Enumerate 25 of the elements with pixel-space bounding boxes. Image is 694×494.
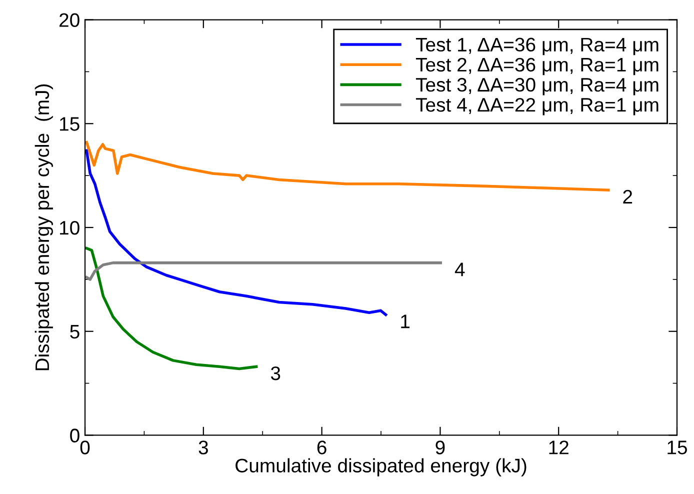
x-tick-label: 6 [317, 440, 326, 454]
x-tick-label: 12 [549, 440, 568, 454]
line-series [85, 140, 610, 192]
annotation: 1 [401, 314, 410, 328]
annotation: 4 [454, 262, 465, 276]
legend-label: Test 3, ΔA=30 μm, Ra=4 μm [416, 78, 658, 96]
x-tick-label: 3 [198, 440, 208, 454]
x-tick-label: 9 [436, 440, 445, 454]
annotation: 3 [270, 366, 280, 380]
y-tick-label: 0 [70, 428, 80, 442]
annotation: 2 [623, 190, 632, 204]
y-axis-title: Dissipated energy per cycle (mJ) [34, 84, 53, 370]
y-tick-label: 20 [60, 13, 80, 27]
line-series [85, 246, 258, 370]
legend-label: Test 1, ΔA=36 μm, Ra=4 μm [416, 38, 658, 56]
x-tick-label: 15 [668, 440, 687, 454]
line-series [85, 149, 388, 316]
x-axis-title: Cumulative dissipated energy (kJ) [236, 458, 526, 476]
legend-label: Test 2, ΔA=36 μm, Ra=1 μm [416, 58, 658, 76]
y-tick-label: 10 [60, 220, 80, 235]
line-series [85, 261, 442, 281]
legend-label: Test 4, ΔA=22 μm, Ra=1 μm [416, 98, 658, 116]
y-tick-label: 15 [60, 117, 80, 131]
x-tick-label: 0 [80, 440, 90, 454]
y-tick-label: 5 [70, 325, 80, 339]
